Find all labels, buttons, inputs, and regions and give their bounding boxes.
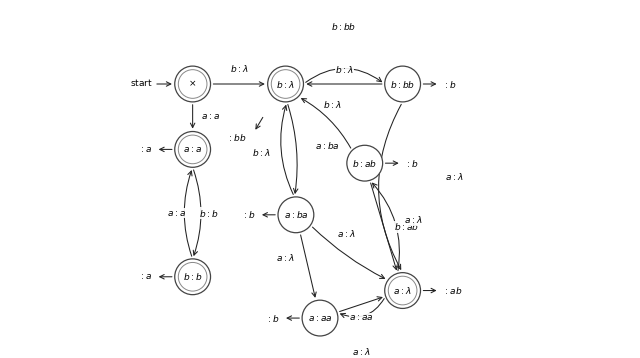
Circle shape: [175, 66, 211, 102]
Text: $\times$: $\times$: [189, 79, 196, 89]
Text: $: b$: $: b$: [405, 158, 419, 169]
Circle shape: [175, 131, 211, 167]
Text: $b : b$: $b : b$: [183, 271, 202, 282]
Text: $a : \lambda$: $a : \lambda$: [352, 345, 371, 357]
Text: $: b$: $: b$: [242, 209, 255, 220]
Text: $a : aa$: $a : aa$: [349, 313, 374, 322]
Text: $a : ba$: $a : ba$: [284, 209, 308, 220]
Text: $b : ab$: $b : ab$: [394, 221, 419, 232]
Text: $b : b$: $b : b$: [199, 208, 218, 219]
Text: $: ab$: $: ab$: [443, 285, 462, 296]
Text: $: b$: $: b$: [443, 78, 457, 90]
Text: $b : \lambda$: $b : \lambda$: [323, 99, 342, 110]
Text: $a : \lambda$: $a : \lambda$: [445, 171, 463, 183]
Text: $b : bb$: $b : bb$: [332, 21, 356, 32]
Circle shape: [302, 300, 338, 336]
Text: $: a$: $: a$: [139, 145, 152, 154]
Circle shape: [385, 66, 420, 102]
Circle shape: [268, 66, 303, 102]
Text: $: a$: $: a$: [139, 272, 152, 281]
Text: $b : \lambda$: $b : \lambda$: [230, 63, 248, 74]
Text: $b : ab$: $b : ab$: [352, 158, 377, 169]
Text: $b : bb$: $b : bb$: [390, 78, 415, 90]
Text: $: bb$: $: bb$: [227, 132, 247, 143]
Text: $b : \lambda$: $b : \lambda$: [276, 78, 295, 90]
Text: $a : ba$: $a : ba$: [315, 140, 340, 151]
Circle shape: [347, 145, 383, 181]
Text: $b : \lambda$: $b : \lambda$: [252, 147, 271, 158]
Text: $a : \lambda$: $a : \lambda$: [404, 214, 423, 226]
Text: $a : \lambda$: $a : \lambda$: [276, 252, 294, 263]
Circle shape: [278, 197, 314, 233]
Text: $a : a$: $a : a$: [168, 209, 186, 218]
Text: $a : \lambda$: $a : \lambda$: [337, 228, 355, 239]
Text: $a : a$: $a : a$: [183, 145, 202, 154]
Circle shape: [385, 273, 420, 309]
Text: $b : \lambda$: $b : \lambda$: [335, 64, 353, 76]
Text: $a : a$: $a : a$: [201, 112, 220, 121]
Text: $: b$: $: b$: [266, 313, 280, 324]
Text: $\mathrm{start}$: $\mathrm{start}$: [129, 77, 152, 88]
Circle shape: [175, 259, 211, 295]
Text: $a : \lambda$: $a : \lambda$: [394, 285, 412, 296]
Text: $a : aa$: $a : aa$: [308, 314, 332, 323]
